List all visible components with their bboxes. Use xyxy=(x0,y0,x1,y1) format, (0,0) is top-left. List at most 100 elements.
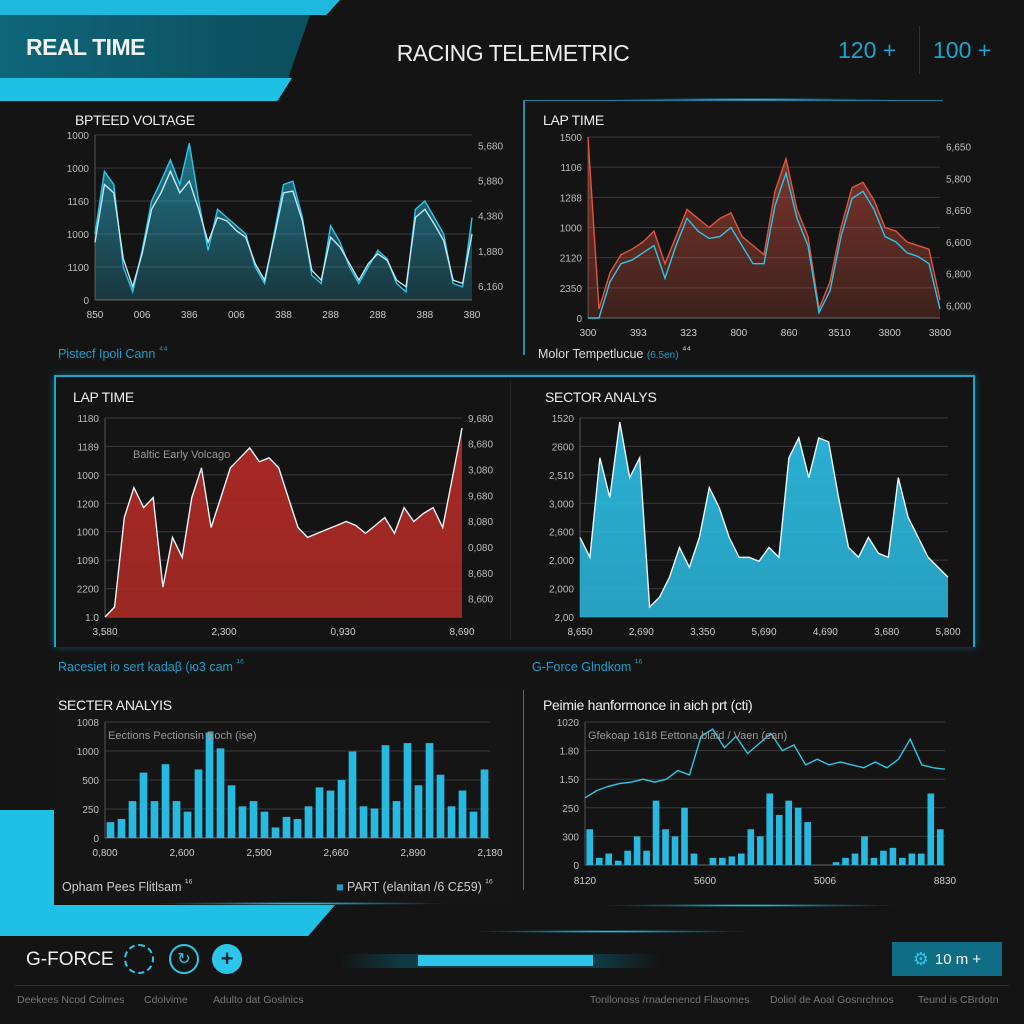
footer-link[interactable]: Cdolvime xyxy=(144,994,188,1006)
accent-bottom xyxy=(0,905,335,936)
footer-link[interactable]: Tonllonoss /rnadenencd Flasomes xyxy=(590,994,750,1006)
header-accent-bar xyxy=(0,78,292,101)
stat-100[interactable]: 100 + xyxy=(933,37,992,63)
chart-2: 1500 1106 1288 1000 2120 2350 0 6,650 5,800 8,650… xyxy=(560,133,972,339)
panel-3-title: LAP TIME xyxy=(73,389,134,405)
y-tick-label: 0 xyxy=(93,834,99,845)
bar xyxy=(804,822,811,865)
x-tick-label: 5006 xyxy=(814,876,837,887)
x-tick-label: 2,890 xyxy=(400,848,425,859)
bar xyxy=(425,743,434,838)
bar xyxy=(458,790,467,838)
series-area xyxy=(105,428,462,617)
series-line xyxy=(587,136,941,312)
range-button[interactable]: ⚙ 10 m + xyxy=(892,942,1002,976)
bar xyxy=(595,857,603,865)
panel-3-caption[interactable]: Racesiet io sert kadaβ (ю3 cam ¹⁶ xyxy=(58,658,244,674)
chart-annotation: Baltic Early Volcago xyxy=(133,449,230,461)
caption-badge: ⁴⁴ xyxy=(682,345,691,356)
panel-2-caption[interactable]: Molor Tempetlucue (6.5en) ⁴⁴ xyxy=(538,345,691,361)
x-tick-label: 3800 xyxy=(879,328,902,339)
y-tick-label: 2,510 xyxy=(549,471,574,482)
x-tick-label: 2,600 xyxy=(169,848,194,859)
x-tick-label: 4,690 xyxy=(813,627,838,638)
y-tick-label: 1180 xyxy=(77,414,99,425)
y-tick-label: 1020 xyxy=(557,718,580,729)
x-tick-label: 388 xyxy=(417,310,434,321)
bar xyxy=(690,853,698,865)
bar xyxy=(304,806,313,838)
y-tick-label: 1189 xyxy=(77,442,99,453)
y-tick-label: 3,000 xyxy=(549,499,574,510)
footer-link[interactable]: Deekees Ncod Colmes xyxy=(17,994,125,1006)
panel-1-title: BPTEED VOLTAGE xyxy=(75,112,195,128)
x-tick-label: 2,180 xyxy=(477,848,502,859)
y-tick-label: 1160 xyxy=(67,197,89,208)
y-tick-label: 1000 xyxy=(77,747,100,758)
panel-1-caption[interactable]: Pistecf Ipoli Cann ⁴⁴ xyxy=(58,345,168,361)
glow-line xyxy=(600,98,900,101)
x-tick-label: 3,350 xyxy=(690,627,715,638)
bar xyxy=(652,800,660,865)
chart-3: 1180 1189 1000 1200 1000 1090 2200 1.0 9,680 8,68… xyxy=(77,414,494,638)
x-tick-label: 5,690 xyxy=(751,627,776,638)
footer-link[interactable]: Teund is CBrdotn xyxy=(918,994,999,1006)
bar xyxy=(870,857,878,865)
y-tick-label: 2,00 xyxy=(555,613,575,624)
bar xyxy=(880,850,887,865)
x-tick-label: 006 xyxy=(228,310,245,321)
header-banner xyxy=(0,15,310,78)
bar xyxy=(624,850,631,865)
chart-6: 1020 1.80 1.50 250 300 0 8120 5600 5006 8830 Gfeko… xyxy=(557,718,957,887)
panel-2-title: LAP TIME xyxy=(543,112,604,128)
bar xyxy=(315,787,324,838)
bar xyxy=(337,780,346,838)
refresh-icon[interactable]: ↻ xyxy=(169,944,199,974)
bar xyxy=(414,785,423,838)
chart-1: 1000 1000 1160 1000 1100 0 5,680 5,880 4,380 1,88… xyxy=(67,131,504,321)
bar xyxy=(662,829,669,865)
footer-divider xyxy=(15,985,1009,986)
add-icon[interactable]: + xyxy=(212,944,242,974)
panel-5-caption[interactable]: Opham Pees Flitlsam ¹⁶ xyxy=(62,878,193,894)
y-tick-label: 1.80 xyxy=(560,747,580,758)
y-tick-label: 1000 xyxy=(77,528,100,539)
bar xyxy=(794,807,802,865)
x-tick-label: 300 xyxy=(580,328,597,339)
bar xyxy=(216,748,225,838)
panel-4-caption[interactable]: G-Force Glndkom ¹⁶ xyxy=(532,658,643,674)
glow-line xyxy=(150,902,450,905)
x-tick-label: 8830 xyxy=(934,876,957,887)
x-tick-label: 850 xyxy=(87,310,104,321)
bar xyxy=(899,857,906,865)
y-tick-label: 2200 xyxy=(77,585,100,596)
chart-4: 1520 2600 2,510 3,000 2,600 2,000 2,000 2,00 8,6… xyxy=(549,414,961,638)
y-tick-label-right: 5,680 xyxy=(478,142,503,153)
panel-5-caption-right[interactable]: ■ PART (elanitan /6 C£59) ¹⁶ xyxy=(336,878,493,894)
gauge-icon[interactable] xyxy=(124,944,154,974)
chart-annotation: Eections Pectionsin Eoch (ise) xyxy=(108,730,257,742)
x-tick-label: 323 xyxy=(680,328,697,339)
bar xyxy=(227,785,236,838)
y-tick-label-right: 6,650 xyxy=(946,143,971,154)
stat-120[interactable]: 120 + xyxy=(838,37,897,63)
header-divider xyxy=(919,26,920,74)
bar xyxy=(785,800,792,865)
footer-link[interactable]: Doliol de Aoal Gosnrchnos xyxy=(770,994,894,1006)
bar xyxy=(348,751,357,838)
bar xyxy=(150,801,159,838)
y-tick-label: 2,000 xyxy=(549,556,574,567)
y-tick-label: 1520 xyxy=(552,414,575,425)
y-tick-label: 1500 xyxy=(560,133,583,144)
x-tick-label: 2,500 xyxy=(246,848,271,859)
bar xyxy=(326,790,335,838)
caption-text: Molor Tempetlucue xyxy=(538,347,644,362)
bar xyxy=(172,801,181,838)
bar xyxy=(128,801,137,838)
panel-6-title: Peimie hanformonce in aich prt (cti) xyxy=(543,697,753,713)
bar xyxy=(469,811,478,838)
footer-link[interactable]: Adulto dat Goslnics xyxy=(213,994,304,1006)
bar xyxy=(842,857,849,865)
bar xyxy=(436,774,445,838)
y-tick-label-right: 5,800 xyxy=(946,174,971,185)
